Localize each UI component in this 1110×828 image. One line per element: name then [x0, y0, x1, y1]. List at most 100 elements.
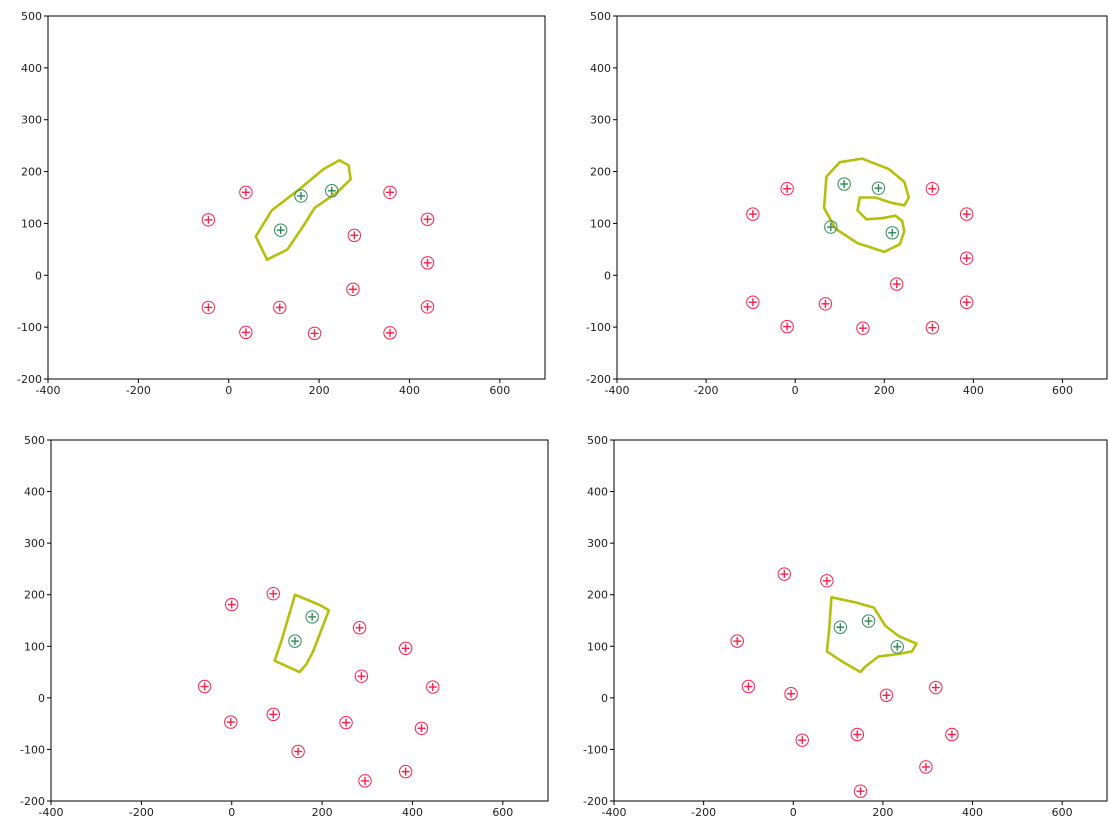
x-tick-label: -200 — [694, 384, 719, 397]
negative-point — [225, 597, 239, 612]
negative-point — [925, 181, 940, 196]
x-tick-label: -400 — [605, 384, 630, 397]
y-tick-label: 200 — [21, 166, 42, 179]
plot-frame — [616, 15, 1108, 380]
x-tick-label: 600 — [492, 806, 513, 819]
negative-point — [339, 715, 353, 730]
negative-point — [352, 621, 367, 635]
negative-point — [959, 207, 974, 221]
y-tick-label: 100 — [587, 640, 608, 653]
negative-point — [358, 774, 372, 788]
x-tick-label: 0 — [792, 384, 799, 397]
x-tick-label: -400 — [39, 806, 64, 819]
decision-boundary — [822, 157, 911, 254]
y-tick-label: 500 — [21, 10, 42, 23]
negative-point — [929, 680, 943, 695]
y-tick-label: -100 — [586, 321, 611, 334]
panel-top-right: -400 -200 0 200 400 600-200-10001002003004005… — [586, 10, 1108, 397]
positive-point — [305, 610, 319, 624]
y-tick-label: -200 — [583, 795, 608, 808]
positive-point — [273, 223, 288, 237]
y-tick-label: 100 — [24, 640, 45, 653]
y-tick-label: -200 — [17, 373, 42, 386]
y-tick-label: 300 — [587, 537, 608, 550]
x-tick-label: 0 — [790, 806, 797, 819]
negative-point — [273, 300, 287, 315]
negative-point — [777, 567, 792, 581]
y-tick-label: 200 — [587, 589, 608, 602]
positive-point — [824, 220, 838, 234]
y-tick-label: 400 — [590, 62, 611, 75]
y-tick-label: -100 — [583, 743, 608, 756]
negative-point — [959, 251, 974, 265]
y-tick-label: 0 — [601, 692, 608, 705]
x-tick-label: 400 — [962, 806, 983, 819]
decision-boundary — [825, 596, 918, 674]
positive-point — [325, 184, 339, 198]
x-tick-label: -400 — [602, 806, 627, 819]
negative-point — [420, 256, 435, 270]
negative-point — [414, 721, 429, 735]
negative-point — [398, 764, 413, 779]
panel-top-left: -400 -200 0 200 400 600-200-10001002003004005… — [17, 10, 546, 397]
plot-frame — [613, 439, 1108, 802]
x-tick-label: 400 — [402, 806, 423, 819]
x-tick-label: 200 — [872, 806, 893, 819]
negative-point — [201, 213, 216, 227]
positive-point — [833, 620, 848, 634]
y-tick-label: -200 — [586, 373, 611, 386]
y-tick-label: 100 — [21, 217, 42, 230]
y-tick-label: -200 — [20, 795, 45, 808]
x-tick-label: 200 — [874, 384, 895, 397]
negative-point — [925, 320, 940, 335]
panel-bottom-right: -400 -200 0 200 400 600-200-10001002003004005… — [583, 434, 1108, 819]
y-tick-label: 300 — [590, 114, 611, 127]
negative-point — [197, 679, 212, 694]
y-tick-label: 300 — [24, 537, 45, 550]
y-tick-label: 500 — [590, 10, 611, 23]
negative-point — [307, 326, 322, 341]
positive-point — [885, 226, 899, 240]
negative-point — [383, 326, 397, 340]
y-tick-label: 100 — [590, 217, 611, 230]
negative-point — [239, 325, 253, 340]
negative-point — [741, 679, 756, 694]
negative-point — [746, 295, 760, 309]
x-tick-label: 600 — [1052, 806, 1073, 819]
negative-point — [266, 707, 280, 722]
x-tick-label: 0 — [228, 806, 235, 819]
y-tick-label: 400 — [21, 62, 42, 75]
negative-point — [890, 277, 904, 291]
x-tick-label: 200 — [312, 806, 333, 819]
negative-point — [730, 634, 744, 648]
decision-boundary — [273, 593, 331, 674]
panel-bottom-left: -400 -200 0 200 400 600-200-10001002003004005… — [20, 434, 549, 819]
x-tick-label: 0 — [225, 384, 232, 397]
negative-point — [354, 669, 369, 683]
negative-point — [266, 586, 280, 601]
decision-boundary — [254, 158, 352, 261]
x-tick-label: 600 — [1052, 384, 1073, 397]
y-tick-label: 500 — [24, 434, 45, 447]
negative-point — [398, 641, 413, 656]
negative-point — [820, 574, 834, 588]
negative-point — [879, 688, 894, 702]
positive-point — [294, 189, 308, 203]
negative-point — [291, 744, 305, 759]
plot-frame — [50, 439, 549, 802]
positive-point — [890, 640, 904, 654]
negative-point — [426, 680, 440, 694]
negative-point — [239, 185, 253, 200]
negative-point — [945, 727, 959, 742]
negative-point — [784, 687, 798, 701]
y-tick-label: 200 — [590, 166, 611, 179]
y-tick-label: 200 — [24, 589, 45, 602]
negative-point — [780, 319, 794, 334]
y-tick-label: 0 — [35, 269, 42, 282]
y-tick-label: 0 — [38, 692, 45, 705]
negative-point — [780, 181, 794, 196]
y-tick-label: -100 — [17, 321, 42, 334]
y-tick-label: 0 — [604, 269, 611, 282]
negative-point — [795, 733, 809, 747]
